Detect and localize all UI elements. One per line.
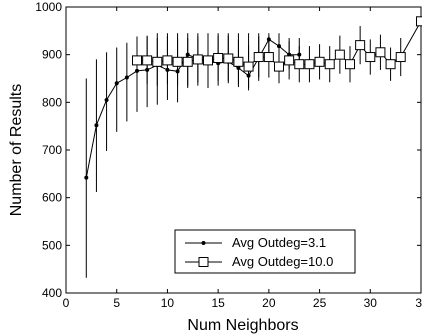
- legend-label-series-2: Avg Outdeg=10.0: [232, 254, 333, 269]
- x-tick-label: 15: [211, 296, 225, 310]
- data-point-series-2: [192, 54, 203, 65]
- series-line-2: [137, 21, 422, 68]
- data-point-series-2: [334, 49, 345, 60]
- data-point-series-2: [294, 59, 305, 70]
- data-point-series-2: [365, 52, 376, 63]
- data-point-series-2: [223, 53, 234, 64]
- data-point-series-2: [182, 56, 193, 67]
- data-point-series-1: [94, 123, 99, 128]
- data-point-series-1: [246, 73, 251, 78]
- data-point-series-1: [135, 68, 139, 73]
- y-tick-label: 800: [42, 95, 62, 109]
- data-point-series-2: [263, 52, 274, 63]
- legend: Avg Outdeg=3.1 Avg Outdeg=10.0: [174, 229, 356, 274]
- series-line-1: [85, 38, 300, 178]
- y-tick-label: 700: [42, 143, 62, 157]
- data-point-series-2: [233, 56, 244, 67]
- data-point-series-2: [243, 61, 254, 72]
- data-point-series-1: [145, 67, 150, 72]
- data-point-series-1: [297, 52, 302, 57]
- data-point-series-2: [324, 59, 335, 70]
- data-point-series-2: [162, 55, 173, 66]
- data-point-series-1: [185, 52, 190, 57]
- data-point-series-1: [104, 97, 109, 102]
- data-point-series-1: [236, 66, 241, 71]
- data-point-series-2: [152, 56, 163, 67]
- legend-label-series-1: Avg Outdeg=3.1: [232, 235, 326, 250]
- data-point-series-2: [304, 59, 315, 70]
- data-point-series-2: [203, 55, 213, 66]
- data-point-series-2: [385, 59, 396, 70]
- data-point-series-2: [416, 16, 422, 27]
- data-point-series-2: [395, 52, 406, 63]
- y-tick-label: 500: [42, 238, 62, 252]
- legend-marker-series-2: [198, 257, 209, 267]
- data-point-series-2: [355, 40, 366, 51]
- x-tick-label: 0: [63, 296, 70, 310]
- data-point-series-2: [375, 47, 386, 58]
- x-tick-label: 3: [415, 296, 422, 310]
- data-point-series-1: [84, 175, 89, 180]
- x-axis-title: Num Neighbors: [187, 317, 298, 334]
- data-point-series-2: [142, 55, 153, 66]
- data-point-series-2: [132, 55, 142, 66]
- y-axis-title: Number of Results: [8, 84, 25, 217]
- data-point-series-1: [124, 75, 129, 80]
- x-tick-label: 20: [262, 296, 276, 310]
- y-tick-label: 400: [42, 286, 62, 300]
- ticks-layer: 400 500 600 700 800 900 1000 0 5 10 15 20 25 30 3: [35, 0, 422, 310]
- data-point-series-2: [314, 56, 325, 67]
- data-point-series-1: [114, 81, 119, 86]
- lines-layer: [85, 21, 422, 178]
- y-tick-label: 600: [42, 191, 62, 205]
- data-point-series-1: [175, 69, 180, 74]
- legend-marker-series-1: [201, 241, 206, 245]
- data-point-series-1: [165, 67, 170, 72]
- data-point-series-2: [345, 59, 355, 70]
- x-tick-label: 5: [113, 296, 120, 310]
- data-point-series-2: [213, 53, 224, 64]
- x-tick-label: 10: [161, 296, 175, 310]
- data-point-series-2: [274, 61, 284, 72]
- data-point-series-1: [277, 44, 281, 49]
- y-tick-label: 1000: [35, 0, 62, 14]
- data-point-series-1: [266, 37, 271, 42]
- x-tick-label: 25: [313, 296, 327, 310]
- data-point-series-2: [172, 56, 183, 67]
- markers-layer: [84, 16, 422, 180]
- y-tick-label: 900: [42, 48, 62, 62]
- data-point-series-2: [284, 55, 295, 66]
- data-point-series-2: [253, 52, 264, 63]
- x-tick-label: 30: [364, 296, 378, 310]
